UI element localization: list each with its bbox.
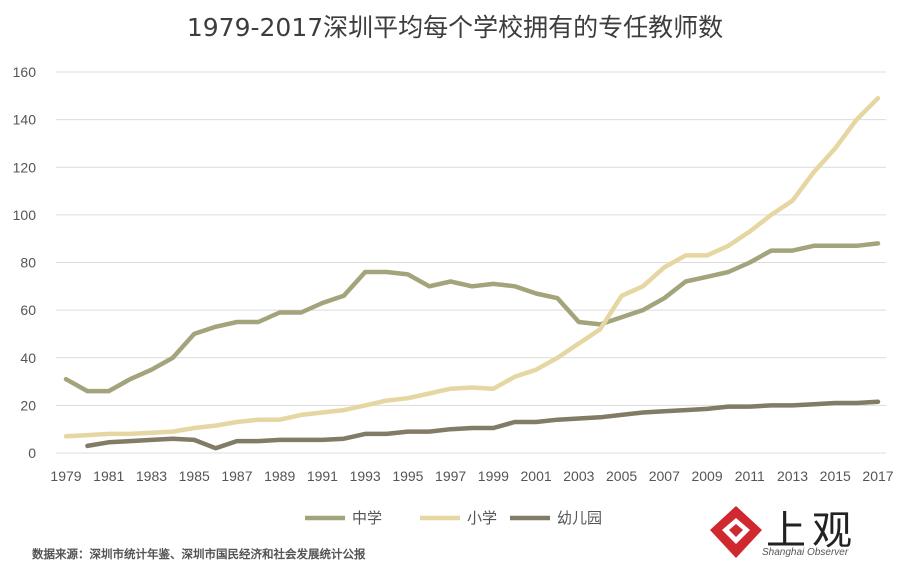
y-tick-label: 120: [13, 159, 37, 175]
x-tick-label: 2007: [649, 468, 680, 484]
x-tick-label: 1981: [93, 468, 124, 484]
x-tick-label: 1983: [136, 468, 167, 484]
x-tick-label: 1993: [350, 468, 381, 484]
legend-label: 中学: [352, 509, 382, 527]
y-tick-label: 100: [13, 207, 37, 223]
series-lines: [63, 95, 881, 451]
x-tick-label: 2005: [606, 468, 637, 484]
x-tick-label: 2013: [777, 468, 808, 484]
x-tick-label: 1979: [50, 468, 81, 484]
series-line-中学: [63, 241, 881, 394]
shanghai-observer-logo: [710, 506, 762, 558]
legend: 中学 小学 幼儿园: [305, 509, 602, 527]
x-tick-label: 1997: [435, 468, 466, 484]
y-tick-label: 20: [20, 397, 36, 413]
logo-text-cn: 上观: [766, 508, 858, 554]
y-tick-label: 60: [20, 302, 36, 318]
x-tick-label: 1985: [179, 468, 210, 484]
source-note: 数据来源：深圳市统计年鉴、深圳市国民经济和社会发展统计公报: [32, 547, 366, 561]
y-tick-label: 140: [13, 112, 37, 128]
y-tick-label: 0: [28, 445, 36, 461]
chart-title: 1979-2017深圳平均每个学校拥有的专任教师数: [186, 13, 724, 42]
y-tick-label: 160: [13, 64, 37, 80]
x-tick-label: 1987: [221, 468, 252, 484]
x-tick-label: 1991: [307, 468, 338, 484]
logo-text-en: Shanghai Observer: [762, 547, 849, 558]
series-line-小学: [63, 95, 881, 439]
grid-lines: [56, 71, 886, 454]
x-tick-label: 2017: [862, 468, 893, 484]
y-tick-label: 80: [20, 255, 36, 271]
x-tick-label: 1995: [392, 468, 423, 484]
legend-label: 幼儿园: [557, 509, 602, 527]
axes: 0 20 40 60 80 100 120 140 160 1979 1981 1983 1985 198…: [13, 64, 894, 484]
x-tick-label: 2003: [563, 468, 594, 484]
x-tick-label: 2015: [820, 468, 851, 484]
x-tick-label: 1989: [264, 468, 295, 484]
legend-label: 小学: [467, 509, 497, 527]
series-line-幼儿园: [85, 399, 881, 451]
x-tick-label: 2001: [521, 468, 552, 484]
x-tick-label: 2009: [691, 468, 722, 484]
x-tick-label: 2011: [735, 468, 765, 484]
x-tick-label: 1999: [478, 468, 509, 484]
y-tick-label: 40: [20, 350, 36, 366]
